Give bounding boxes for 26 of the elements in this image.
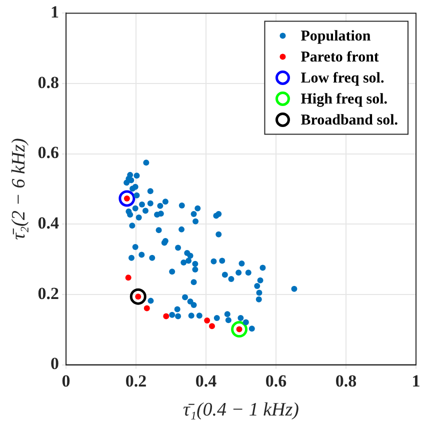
point [204,318,210,324]
point [130,288,146,305]
x-tick-label: 1 [412,371,420,390]
legend-label: High freq sol. [300,92,388,108]
y-axis-title: τ̄₂(2 − 6 kHz) [8,138,30,240]
point [231,321,248,338]
point [144,305,150,312]
y-tick-label: 0.8 [38,72,60,92]
x-tick-label: 0.2 [125,371,147,390]
legend-label: Pareto front [300,50,379,66]
y-tick-label: 1 [50,2,60,22]
point [208,323,215,330]
x-tick-label: 0.6 [265,371,287,390]
x-axis-title: τ̄₁(0.4 − 1 kHz) [183,400,299,421]
y-tick-label: 0.4 [38,214,60,233]
point [163,313,170,320]
legend-label: Broadband sol. [300,112,398,129]
y-tick-label: 0.6 [38,143,60,162]
point [125,274,132,281]
y-tick-label: 0 [50,354,60,374]
legend-label: Low freq sol. [300,70,384,87]
legend-label: Population [300,28,372,45]
x-tick-label: 0.8 [335,371,357,390]
x-tick-label: 0.4 [195,371,218,390]
point [118,190,136,207]
y-tick-label: 0.2 [38,284,60,303]
